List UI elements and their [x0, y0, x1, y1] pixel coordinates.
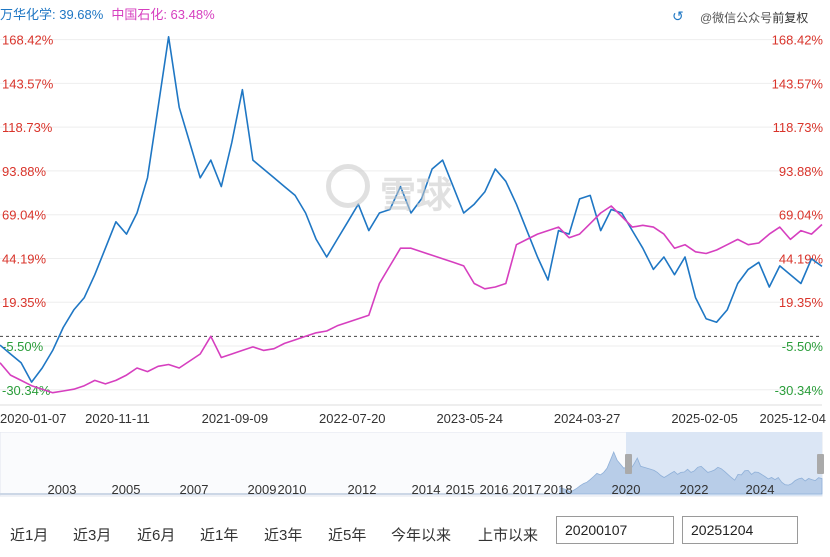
navigator-x-label: 2015	[446, 482, 475, 497]
navigator-x-label: 2020	[612, 482, 641, 497]
y-tick-label-right: 69.04%	[779, 208, 824, 223]
watermark-text: 雪球	[380, 174, 453, 215]
legend-series-1[interactable]: 万华化学: 39.68%	[0, 7, 104, 22]
main-chart[interactable]: 168.42% 168.42% 143.57% 143.57% 118.73% 118.7…	[0, 0, 830, 432]
y-tick-label-left: 44.19%	[2, 251, 47, 266]
range-button[interactable]: 近6月	[137, 527, 176, 544]
y-tick-label-right: 118.73%	[773, 120, 824, 135]
y-tick-label-right: -5.50%	[782, 339, 824, 354]
y-tick-label-left: -30.34%	[2, 383, 51, 398]
y-tick-label-left: 69.04%	[2, 208, 47, 223]
navigator-x-label: 2016	[480, 482, 509, 497]
navigator-x-label: 2018	[544, 482, 573, 497]
navigator-x-label: 2009	[248, 482, 277, 497]
y-tick-label-left: -5.50%	[2, 339, 44, 354]
navigator-chart[interactable]: 2003 2005 2007 2009 2010 2012 2014 2015 2016 2017…	[0, 432, 830, 502]
watermark-icon	[326, 164, 370, 208]
navigator-x-label: 2003	[48, 482, 77, 497]
series-line-1[interactable]	[0, 35, 823, 383]
y-tick-label-right: 93.88%	[779, 164, 824, 179]
navigator-x-label: 2014	[412, 482, 441, 497]
navigator-handle-right[interactable]	[817, 454, 824, 474]
y-tick-label-right: 168.42%	[772, 33, 824, 48]
chart-legend: 万华化学: 39.68% 中国石化: 63.48%	[0, 4, 215, 23]
navigator-x-label: 2024	[746, 482, 775, 497]
x-tick-label: 2023-05-24	[436, 411, 503, 426]
navigator-area	[559, 450, 823, 495]
x-tick-label: 2025-02-05	[671, 411, 738, 426]
adjust-mode-label[interactable]: @微信公众号前复权	[700, 9, 808, 26]
navigator-x-label: 2022	[680, 482, 709, 497]
adjust-mode-text: 前复权	[772, 11, 809, 25]
range-button[interactable]: 近1年	[200, 527, 239, 544]
series-line-2[interactable]	[0, 205, 823, 394]
end-date-input[interactable]	[682, 516, 798, 544]
start-date-input[interactable]	[556, 516, 674, 544]
y-tick-label-right: 44.19%	[779, 251, 824, 266]
navigator-x-label: 2007	[180, 482, 209, 497]
navigator-x-label: 2005	[112, 482, 141, 497]
range-button[interactable]: 近5年	[328, 527, 367, 544]
y-tick-label-left: 118.73%	[2, 120, 53, 135]
navigator-x-label: 2012	[348, 482, 377, 497]
legend-series-2[interactable]: 中国石化: 63.48%	[111, 7, 215, 22]
range-button[interactable]: 近3月	[73, 527, 112, 544]
x-tick-label: 2024-03-27	[554, 411, 621, 426]
y-tick-label-left: 19.35%	[2, 295, 47, 310]
watermark-logo: 雪球	[326, 164, 453, 218]
x-tick-label: 2022-07-20	[319, 411, 386, 426]
navigator-x-label: 2017	[513, 482, 542, 497]
y-tick-label-left: 93.88%	[2, 164, 47, 179]
y-tick-label-right: -30.34%	[775, 383, 824, 398]
range-button[interactable]: 上市以来	[478, 527, 539, 544]
navigator-handle-left[interactable]	[625, 454, 632, 474]
range-button[interactable]: 近3年	[264, 527, 303, 544]
x-tick-label: 2020-11-11	[85, 411, 150, 426]
undo-icon[interactable]: ↺	[672, 8, 684, 24]
range-button[interactable]: 今年以来	[391, 527, 452, 544]
navigator-x-label: 2010	[278, 482, 307, 497]
x-tick-label: 2025-12-04	[760, 411, 827, 426]
x-tick-label: 2021-09-09	[202, 411, 269, 426]
y-tick-label-right: 143.57%	[772, 76, 824, 91]
y-tick-label-left: 168.42%	[2, 33, 54, 48]
wechat-watermark: @微信公众号	[700, 11, 773, 25]
range-button[interactable]: 近1月	[10, 527, 49, 544]
x-tick-label: 2020-01-07	[0, 411, 67, 426]
y-tick-label-right: 19.35%	[779, 295, 824, 310]
y-tick-label-left: 143.57%	[2, 76, 54, 91]
